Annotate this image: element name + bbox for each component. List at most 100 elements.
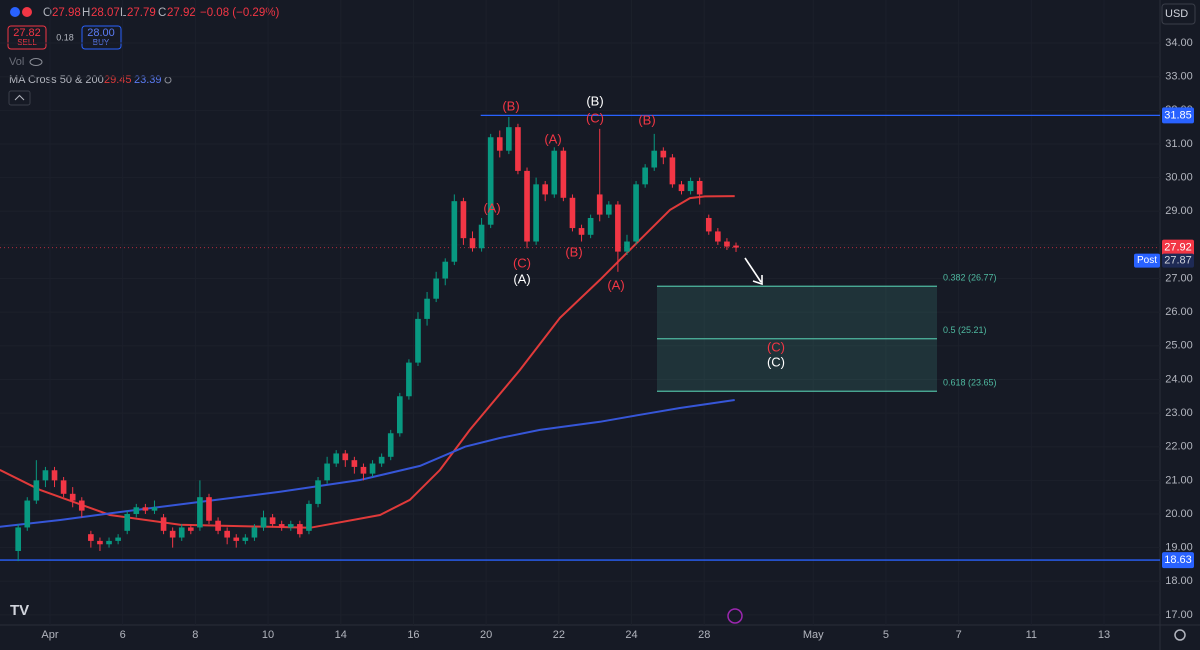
candle-body — [78, 500, 85, 511]
change: −0.08 (−0.29%) — [200, 7, 279, 19]
candle-body — [133, 507, 140, 514]
y-tick-label: 20.00 — [1165, 508, 1193, 520]
candle-body — [387, 433, 394, 457]
x-tick-label: 13 — [1098, 629, 1110, 641]
x-tick-label: 11 — [1026, 629, 1037, 641]
candle-body — [97, 540, 103, 545]
candle-body — [705, 217, 712, 232]
candle-body — [678, 184, 685, 192]
candle-body — [124, 513, 131, 531]
open-label: O — [43, 7, 52, 19]
candle-body — [142, 507, 149, 511]
y-tick-label: 26.00 — [1165, 306, 1193, 318]
candle-body — [551, 150, 558, 195]
y-tick-label: 33.00 — [1165, 71, 1193, 83]
level-tag-box — [1162, 107, 1194, 124]
candle-body — [24, 500, 31, 528]
moving-average — [0, 195, 735, 529]
candle-body — [578, 228, 585, 235]
candle-body — [369, 463, 376, 474]
ma-fast-value: 29.45 — [104, 74, 132, 86]
candle-body — [324, 463, 330, 481]
candle-body — [278, 524, 285, 528]
candle-body — [233, 537, 240, 541]
low-label: L — [120, 7, 127, 19]
x-tick-label: 20 — [480, 629, 492, 641]
candle-body — [651, 150, 658, 168]
candle-body — [106, 540, 112, 545]
wave-label: (A) — [544, 131, 561, 146]
close-label: C — [158, 7, 166, 19]
wave-label: (C) — [767, 339, 785, 354]
candle-body — [242, 537, 249, 541]
wave-label: (B) — [565, 244, 582, 259]
collapse-button[interactable] — [8, 90, 31, 106]
y-tick-label: 18.00 — [1165, 575, 1193, 587]
x-tick-label: 22 — [553, 629, 565, 641]
y-tick-label: 21.00 — [1165, 474, 1193, 486]
buy-price: 28.00 — [87, 27, 115, 39]
currency: USD — [1165, 8, 1188, 20]
candle-body — [197, 497, 203, 528]
high-value: 28.07 — [91, 7, 120, 19]
x-tick-label: 10 — [262, 629, 274, 641]
wave-label: (C) — [586, 110, 604, 125]
spread: 0.18 — [56, 32, 74, 42]
candle-body — [15, 527, 21, 551]
visibility-icon[interactable] — [29, 58, 43, 66]
assistant-icon[interactable] — [727, 608, 743, 624]
low-value: 27.79 — [127, 7, 156, 19]
high-label: H — [82, 7, 90, 19]
candle-body — [605, 204, 612, 215]
sell-button[interactable] — [7, 25, 47, 50]
symbol-icon — [22, 7, 32, 17]
candle-body — [569, 197, 576, 229]
x-tick-label: 24 — [625, 629, 637, 641]
buy-button[interactable] — [81, 25, 122, 50]
wave-label: (A) — [513, 271, 530, 286]
fib-label: 0.618 (23.65) — [943, 378, 997, 388]
candle-body — [151, 507, 158, 511]
candle-body — [669, 157, 676, 185]
candle-body — [260, 517, 267, 528]
post-label: Post — [1137, 255, 1157, 266]
candle-body — [306, 503, 312, 531]
candle-body — [451, 201, 458, 262]
candle-body — [424, 298, 430, 319]
candle-body — [406, 362, 412, 397]
wave-label: (B) — [638, 112, 655, 127]
level-tag-box — [1162, 552, 1194, 569]
symbol-icon — [10, 7, 20, 17]
x-tick-label: Apr — [41, 629, 58, 641]
candle-body — [206, 497, 212, 521]
candle-body — [715, 231, 721, 242]
candle-body — [415, 318, 421, 363]
x-tick-label: 6 — [120, 629, 126, 641]
candle-body — [624, 241, 630, 252]
wave-label: (A) — [607, 277, 624, 292]
candle-body — [469, 238, 476, 249]
x-tick-label: 14 — [335, 629, 347, 641]
y-tick-label: 27.00 — [1165, 272, 1193, 284]
candle-body — [51, 470, 58, 481]
sell-price: 27.82 — [13, 27, 41, 39]
y-tick-label: 24.00 — [1165, 373, 1193, 385]
candle-body — [615, 204, 621, 252]
candle-body — [478, 224, 485, 249]
settings-icon[interactable] — [1174, 629, 1186, 641]
candle-body — [42, 470, 49, 481]
candle-body — [596, 194, 603, 215]
candle-body — [487, 137, 494, 225]
volume-label: Vol — [9, 56, 24, 68]
post-price-box — [1162, 253, 1194, 268]
candle-body — [633, 184, 639, 242]
candle-body — [115, 537, 121, 541]
candle-body — [178, 527, 185, 538]
candle-body — [696, 180, 703, 195]
indicator-label: MA Cross 50 & 200 — [9, 74, 104, 86]
candle-body — [69, 493, 76, 501]
candle-body — [587, 217, 594, 235]
currency-button[interactable] — [1161, 3, 1196, 25]
